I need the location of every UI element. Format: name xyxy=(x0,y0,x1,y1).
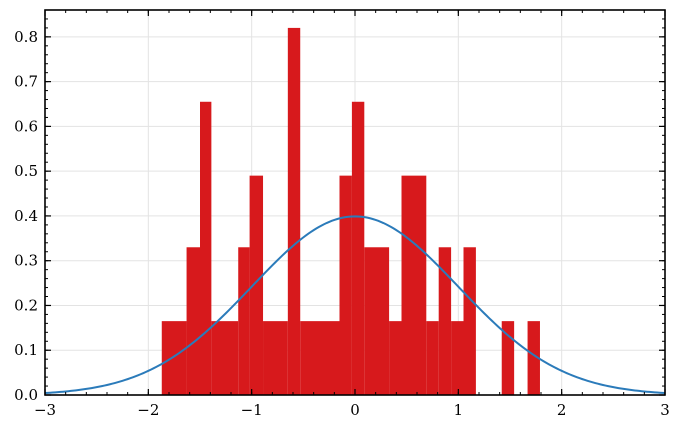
histogram-bar xyxy=(186,247,200,395)
histogram-bar xyxy=(287,27,301,395)
histogram-bar xyxy=(161,321,187,395)
y-tick-label: 0.6 xyxy=(14,117,38,135)
normal-pdf-curve xyxy=(44,215,666,395)
histogram-bar xyxy=(351,101,365,395)
histogram-bar xyxy=(389,321,402,395)
histogram-bar xyxy=(401,175,427,395)
histogram-bar xyxy=(200,101,212,395)
tick-labels: −3 −2 −1 0 1 2 3 0.0 0.1 0.2 0.3 0.4 0.5 0.6 0.7 0.8 xyxy=(14,28,670,419)
histogram-bar xyxy=(527,321,540,395)
y-tick-label: 0.8 xyxy=(14,28,38,46)
histogram-bar xyxy=(451,321,464,395)
histogram-bar xyxy=(364,247,390,395)
y-tick-label: 0.5 xyxy=(14,162,38,180)
histogram-bar xyxy=(501,321,515,395)
histogram-bar xyxy=(463,247,476,395)
x-tick-label: −3 xyxy=(34,401,56,419)
histogram-bar xyxy=(438,247,452,395)
histogram-bar xyxy=(426,321,439,395)
histogram-bar xyxy=(263,321,288,395)
axis-ticks xyxy=(44,9,666,396)
histogram-bar xyxy=(249,175,264,395)
x-tick-label: −2 xyxy=(137,401,159,419)
histogram-bar xyxy=(238,247,250,395)
y-tick-label: 0.7 xyxy=(14,73,38,91)
x-tick-label: −1 xyxy=(241,401,263,419)
density-curve-layer xyxy=(44,215,666,395)
x-tick-label: 0 xyxy=(350,401,360,419)
x-tick-label: 1 xyxy=(454,401,464,419)
y-tick-label: 0.0 xyxy=(14,386,38,404)
y-tick-label: 0.1 xyxy=(14,341,38,359)
y-tick-label: 0.2 xyxy=(14,296,38,314)
histogram-bar xyxy=(300,321,340,395)
histogram-bar xyxy=(339,175,352,395)
y-tick-label: 0.4 xyxy=(14,207,38,225)
x-tick-label: 3 xyxy=(660,401,670,419)
histogram-bar xyxy=(211,321,239,395)
y-tick-label: 0.3 xyxy=(14,252,38,270)
histogram-bars xyxy=(161,27,540,395)
x-tick-label: 2 xyxy=(557,401,567,419)
